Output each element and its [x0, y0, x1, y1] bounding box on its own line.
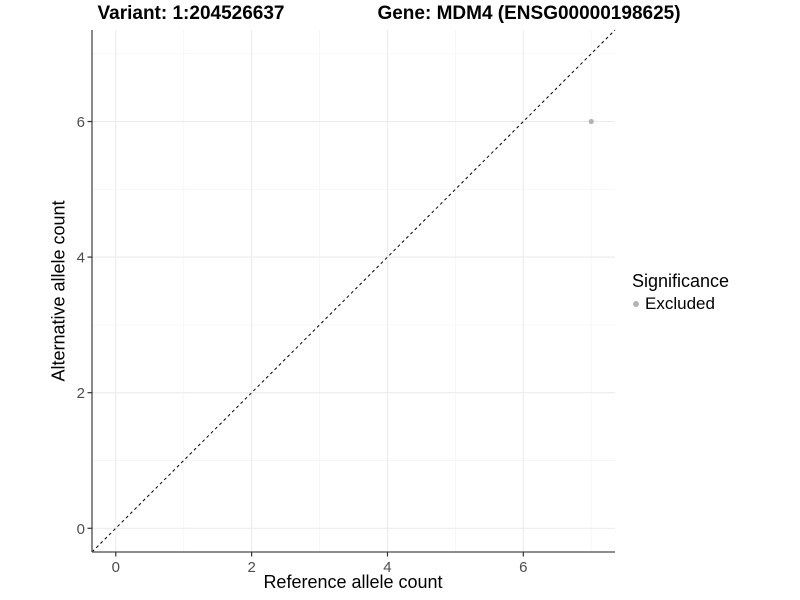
- legend: Significance Excluded: [632, 271, 729, 314]
- y-axis-label: Alternative allele count: [48, 200, 69, 382]
- x-tick-label: 4: [383, 559, 391, 576]
- x-tick-label: 6: [519, 559, 527, 576]
- identity-line: [91, 29, 616, 553]
- x-tick-label: 0: [112, 559, 120, 576]
- y-tick-label: 6: [77, 114, 85, 131]
- plot-title-variant: Variant: 1:204526637: [97, 3, 285, 24]
- plot-title-gene: Gene: MDM4 (ENSG00000198625): [377, 3, 681, 24]
- legend-point-icon: [633, 301, 639, 307]
- y-tick-label: 0: [77, 521, 85, 538]
- data-point: [588, 118, 594, 125]
- x-axis-label: Reference allele count: [263, 572, 443, 592]
- y-tick-label: 2: [77, 385, 85, 402]
- legend-item-excluded: Excluded: [633, 294, 729, 314]
- legend-title: Significance: [632, 271, 730, 291]
- legend-item-label: Excluded: [645, 294, 715, 313]
- x-tick-label: 2: [247, 559, 255, 576]
- y-tick-label: 4: [77, 250, 85, 267]
